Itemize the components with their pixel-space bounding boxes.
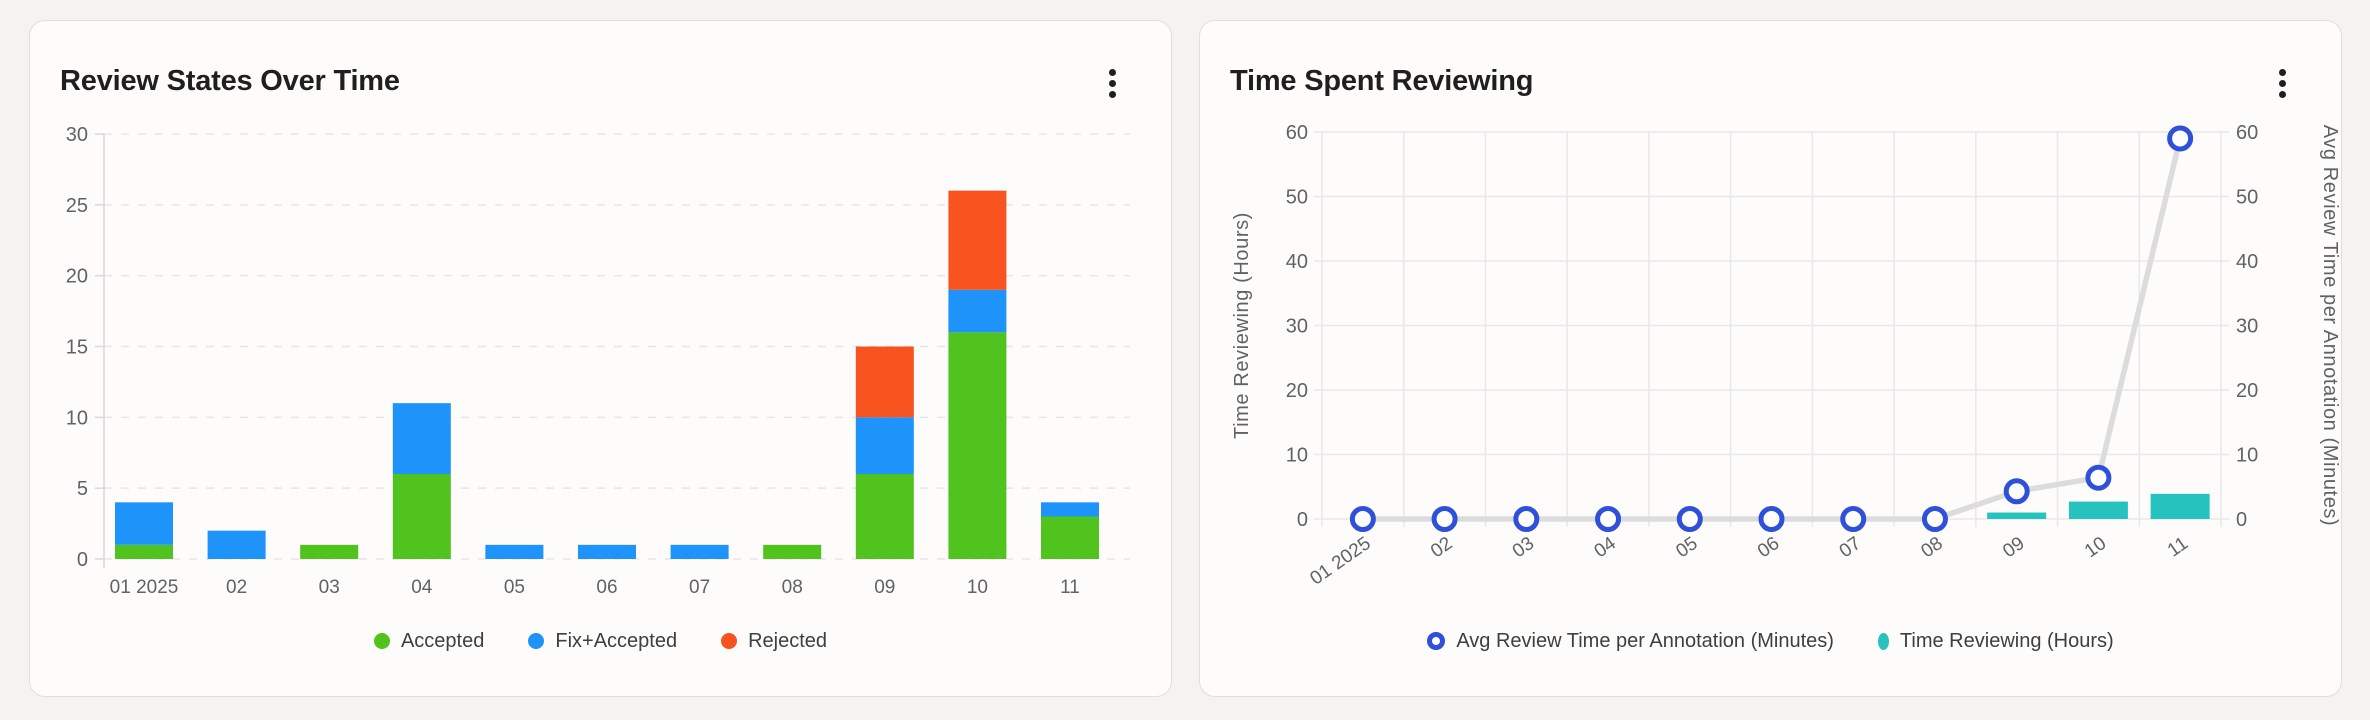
svg-text:0: 0 <box>2236 509 2247 531</box>
review-states-card: Review States Over Time 0 5 10 15 20 25 30 01 2… <box>29 20 1172 697</box>
svg-text:30: 30 <box>2236 316 2258 338</box>
svg-text:20: 20 <box>1286 380 1308 402</box>
kebab-vertical-icon <box>2265 68 2299 98</box>
svg-text:0: 0 <box>77 549 88 571</box>
svg-text:03: 03 <box>1509 533 1538 562</box>
svg-text:15: 15 <box>66 337 88 359</box>
legend-item-avg-review-time-per-annotation-minutes[interactable]: Avg Review Time per Annotation (Minutes) <box>1427 630 1834 653</box>
svg-text:Avg Review Time per Annotation: Avg Review Time per Annotation (Minutes) <box>2319 125 2341 527</box>
legend-label: Avg Review Time per Annotation (Minutes) <box>1456 629 1834 652</box>
bar-marker-icon <box>1877 632 1889 650</box>
svg-text:01 2025: 01 2025 <box>1306 533 1374 590</box>
chart-legend: Avg Review Time per Annotation (Minutes)… <box>1200 622 2341 660</box>
more-options-button[interactable] <box>1095 63 1129 103</box>
svg-text:40: 40 <box>1286 251 1308 273</box>
svg-text:10: 10 <box>2236 445 2258 467</box>
svg-text:03: 03 <box>319 577 340 598</box>
time-spent-reviewing-chart[interactable]: 0 10 20 30 40 50 60 0 10 20 30 40 50 60 Time Reviewing… <box>1200 21 2343 698</box>
svg-text:06: 06 <box>1754 533 1783 562</box>
svg-text:30: 30 <box>1286 316 1308 338</box>
chart-legend: Accepted Fix+Accepted Rejected <box>30 622 1171 660</box>
svg-text:40: 40 <box>2236 251 2258 273</box>
svg-text:5: 5 <box>77 478 88 500</box>
legend-item-time-reviewing-hours[interactable]: Time Reviewing (Hours) <box>1877 629 2114 653</box>
legend-item-fix-accepted[interactable]: Fix+Accepted <box>528 630 677 653</box>
svg-text:08: 08 <box>782 577 803 598</box>
more-options-button[interactable] <box>2265 63 2299 103</box>
legend-item-accepted[interactable]: Accepted <box>373 629 485 653</box>
svg-text:11: 11 <box>2164 533 2192 562</box>
svg-text:Time Reviewing (Hours): Time Reviewing (Hours) <box>1231 212 1253 439</box>
svg-text:05: 05 <box>1672 533 1701 562</box>
svg-text:30: 30 <box>66 124 88 146</box>
svg-text:50: 50 <box>1286 187 1308 209</box>
kebab-vertical-icon <box>1095 68 1129 98</box>
time-spent-reviewing-card: Time Spent Reviewing 0 10 20 30 40 50 60 0 10 20 3… <box>1199 20 2342 697</box>
svg-text:10: 10 <box>967 577 988 598</box>
legend-item-rejected[interactable]: Rejected <box>721 630 827 653</box>
dot-marker-icon <box>373 633 390 649</box>
legend-label: Accepted <box>400 629 485 652</box>
svg-text:10: 10 <box>2081 533 2110 562</box>
chart-title: Time Spent Reviewing <box>1230 65 1534 97</box>
svg-text:01 2025: 01 2025 <box>110 577 179 598</box>
svg-text:20: 20 <box>66 266 88 288</box>
svg-text:60: 60 <box>2236 122 2258 144</box>
svg-text:09: 09 <box>874 577 895 598</box>
svg-text:09: 09 <box>1999 533 2028 562</box>
svg-text:20: 20 <box>2236 380 2258 402</box>
svg-text:04: 04 <box>411 577 433 598</box>
svg-text:60: 60 <box>1286 122 1308 144</box>
svg-text:50: 50 <box>2236 187 2258 209</box>
dot-marker-icon <box>528 633 545 649</box>
svg-text:02: 02 <box>1427 533 1456 562</box>
svg-text:07: 07 <box>689 577 710 598</box>
legend-label: Fix+Accepted <box>555 629 678 652</box>
svg-text:02: 02 <box>226 577 247 598</box>
svg-text:06: 06 <box>596 577 617 598</box>
legend-label: Rejected <box>748 629 828 652</box>
svg-text:07: 07 <box>1836 533 1865 562</box>
dot-marker-icon <box>721 633 738 649</box>
svg-text:25: 25 <box>66 195 88 217</box>
chart-title: Review States Over Time <box>60 65 400 97</box>
open-circle-marker-icon <box>1427 632 1446 650</box>
svg-text:11: 11 <box>1060 577 1080 598</box>
svg-text:10: 10 <box>66 407 88 429</box>
svg-text:10: 10 <box>1286 445 1308 467</box>
svg-text:08: 08 <box>1917 533 1946 562</box>
svg-text:0: 0 <box>1297 509 1308 531</box>
legend-label: Time Reviewing (Hours) <box>1899 629 2114 652</box>
svg-text:04: 04 <box>1591 533 1621 563</box>
svg-text:05: 05 <box>504 577 525 598</box>
